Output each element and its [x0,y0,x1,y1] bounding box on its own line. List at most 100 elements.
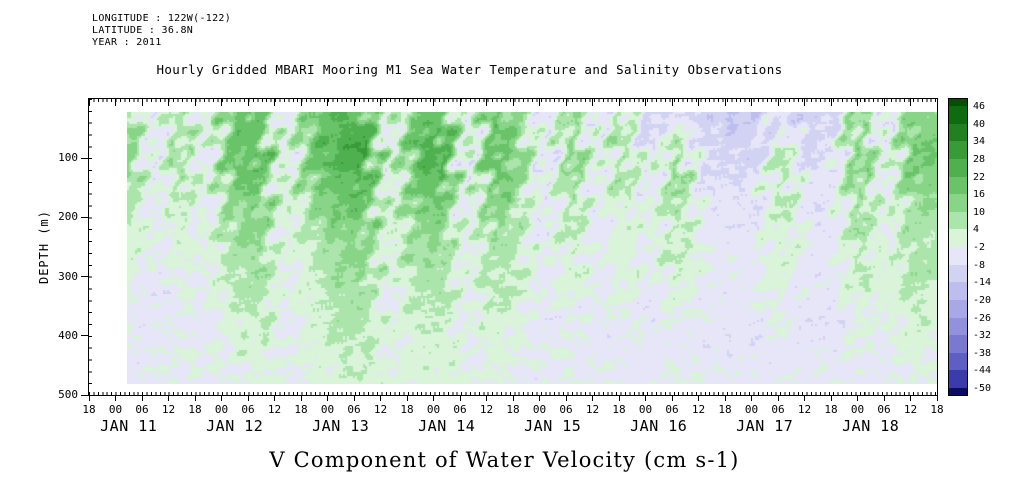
colorbar-cell [949,211,967,230]
x-major-tick-top [274,99,275,106]
x-hour-label: 12 [585,403,600,416]
plot-title: Hourly Gridded MBARI Mooring M1 Sea Wate… [156,62,783,77]
x-hour-label: 06 [559,403,573,416]
x-major-tick-bottom [565,395,567,401]
x-hour-label: 06 [453,403,467,416]
x-hour-label: 06 [665,403,679,416]
x-major-tick-bottom [380,395,381,401]
x-major-tick-top [565,99,567,106]
x-hour-label: 06 [347,403,361,416]
x-hour-label: 00 [320,403,335,416]
y-major-tick-left [81,394,88,396]
x-major-tick-bottom [486,395,487,401]
x-major-tick-top [141,99,143,106]
x-major-tick-bottom [724,395,726,401]
colorbar-cell [949,229,967,247]
x-day-label: JAN 14 [418,417,476,435]
y-tick-label: 100 [58,151,78,165]
colorbar-cell [949,194,967,212]
x-major-tick-bottom [910,395,911,401]
x-hour-label: 00 [638,403,653,416]
colorbar-tick-label: -44 [973,365,992,377]
x-major-tick-top [247,99,249,106]
colorbar-tick-label: 16 [973,189,986,201]
x-major-tick-bottom [539,395,540,401]
x-major-tick-top [698,99,699,106]
x-major-tick-bottom [459,395,461,401]
x-major-tick-top [221,99,222,106]
header-latitude: LATITUDE : 36.8N [92,25,194,36]
x-major-tick-bottom [433,395,434,401]
x-major-tick-bottom [168,395,169,401]
x-major-tick-top [168,99,169,106]
x-major-tick-bottom [830,395,832,401]
x-hour-label: 00 [108,403,123,416]
colorbar-cell [949,370,967,388]
x-hour-label: 18 [824,403,838,416]
x-day-label: JAN 13 [312,417,370,435]
colorbar-cell [949,99,967,106]
x-major-tick-top [618,99,620,106]
bottom-title: V Component of Water Velocity (cm s-1) [269,448,740,472]
x-day-label: JAN 12 [206,417,264,435]
x-major-tick-top [592,99,593,106]
colorbar-cell [949,317,967,336]
x-major-tick-bottom [327,395,328,401]
colorbar-cell [949,106,967,124]
colorbar-tick-label: 28 [973,153,986,165]
x-major-tick-bottom [115,395,116,401]
x-major-tick-bottom [247,395,249,401]
y-tick-label: 200 [58,210,78,224]
x-major-tick-bottom [592,395,593,401]
x-major-tick-top [936,99,938,106]
x-hour-label: 06 [771,403,785,416]
y-tick-label: 500 [58,388,78,401]
colorbar-tick-label: 40 [973,118,986,130]
x-hour-label: 12 [691,403,706,416]
colorbar-cell [949,388,967,395]
x-major-tick-top [883,99,885,106]
x-major-tick-bottom [512,395,514,401]
x-hour-label: 06 [877,403,891,416]
x-major-tick-bottom [141,395,143,401]
colorbar-tick-label: 34 [973,136,986,148]
x-hour-label: 06 [135,403,149,416]
x-hour-label: 12 [797,403,812,416]
x-hour-label: 12 [267,403,282,416]
x-major-tick-bottom [194,395,196,401]
x-major-tick-bottom [804,395,805,401]
x-major-tick-top [804,99,805,106]
x-hour-label: 00 [214,403,229,416]
x-major-tick-top [88,99,90,106]
x-minor-ticks-bottom [89,392,937,395]
x-major-tick-top [724,99,726,106]
x-major-tick-bottom [857,395,858,401]
header-longitude: LONGITUDE : 122W(-122) [92,13,232,24]
colorbar-cell [949,299,967,318]
x-major-tick-top [300,99,302,106]
x-major-tick-bottom [751,395,752,401]
colorbar-tick-label: -26 [973,312,992,324]
x-major-tick-bottom [353,395,355,401]
x-major-tick-top [486,99,487,106]
colorbar-tick-label: 10 [973,206,986,218]
x-day-label: JAN 15 [524,417,582,435]
x-major-tick-top [671,99,673,106]
colorbar-tick-label: -2 [973,242,986,253]
x-hour-label: 12 [373,403,388,416]
x-major-tick-top [433,99,434,106]
x-hour-label: 18 [294,403,308,416]
x-major-tick-top [459,99,461,106]
x-hour-label: 00 [532,403,547,416]
colorbar-cell [949,141,967,159]
x-major-tick-top [645,99,646,106]
x-hour-label: 00 [850,403,865,416]
x-hour-label: 18 [930,403,944,416]
x-major-tick-bottom [698,395,699,401]
y-major-tick-left [81,157,88,159]
colorbar-tick-label: -14 [973,277,992,289]
colorbar-tick-label: 46 [973,101,986,112]
x-hour-label: 18 [188,403,202,416]
colorbar-tick-label: -20 [973,294,992,306]
